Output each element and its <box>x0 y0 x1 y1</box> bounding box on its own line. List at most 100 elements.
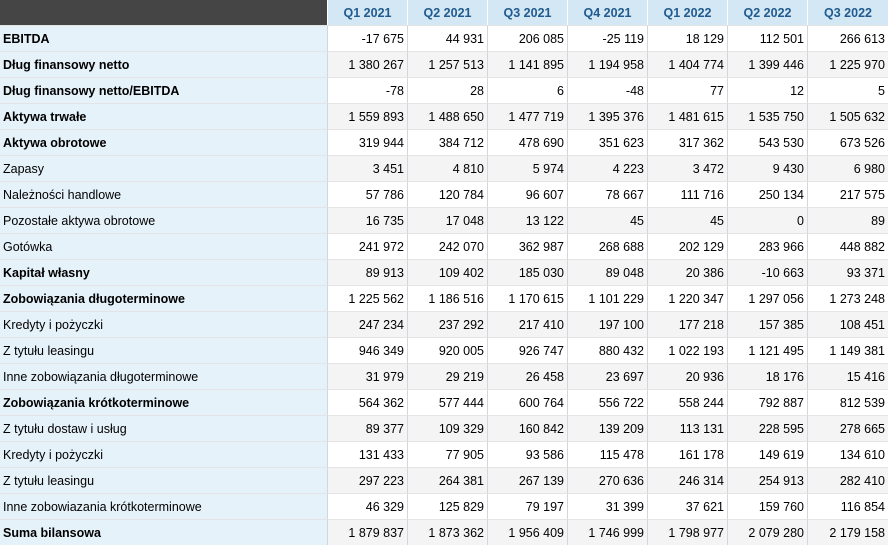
table-cell: 266 613 <box>807 25 888 51</box>
table-cell: 23 697 <box>567 363 647 389</box>
table-cell: 12 <box>727 77 807 103</box>
row-label: Z tytułu leasingu <box>0 467 327 493</box>
table-cell: 202 129 <box>647 233 727 259</box>
table-row: EBITDA -17 675 44 931 206 085 -25 119 18 129 1… <box>0 25 888 51</box>
table-cell: 45 <box>567 207 647 233</box>
table-cell: 96 607 <box>487 181 567 207</box>
table-cell: 139 209 <box>567 415 647 441</box>
table-cell: 1 022 193 <box>647 337 727 363</box>
table-cell: 89 913 <box>327 259 407 285</box>
table-row: Zobowiązania krótkoterminowe 564 362 577 4… <box>0 389 888 415</box>
table-cell: 20 386 <box>647 259 727 285</box>
table-cell: 543 530 <box>727 129 807 155</box>
table-cell: 1 395 376 <box>567 103 647 129</box>
table-cell: 89 <box>807 207 888 233</box>
table-cell: 109 329 <box>407 415 487 441</box>
table-row: Należności handlowe 57 786 120 784 96 607 78… <box>0 181 888 207</box>
row-label: Inne zobowiązania długoterminowe <box>0 363 327 389</box>
table-cell: 45 <box>647 207 727 233</box>
table-cell: 1 257 513 <box>407 51 487 77</box>
table-cell: 1 121 495 <box>727 337 807 363</box>
column-header[interactable]: Q2 2022 <box>727 0 807 25</box>
table-cell: 812 539 <box>807 389 888 415</box>
table-cell: 3 451 <box>327 155 407 181</box>
table-cell: 1 273 248 <box>807 285 888 311</box>
row-label: Kredyty i pożyczki <box>0 441 327 467</box>
table-cell: 246 314 <box>647 467 727 493</box>
row-label: Z tytułu leasingu <box>0 337 327 363</box>
table-cell: 267 139 <box>487 467 567 493</box>
table-cell: 31 979 <box>327 363 407 389</box>
table-cell: 125 829 <box>407 493 487 519</box>
row-label: Kredyty i pożyczki <box>0 311 327 337</box>
header-row: Q1 2021 Q2 2021 Q3 2021 Q4 2021 Q1 2022 Q2 20… <box>0 0 888 25</box>
table-cell: 1 101 229 <box>567 285 647 311</box>
table-cell: 6 <box>487 77 567 103</box>
row-label: Zapasy <box>0 155 327 181</box>
table-cell: 1 141 895 <box>487 51 567 77</box>
row-label: Dług finansowy netto/EBITDA <box>0 77 327 103</box>
row-label: Inne zobowiazania krótkoterminowe <box>0 493 327 519</box>
table-cell: 250 134 <box>727 181 807 207</box>
table-cell: 89 048 <box>567 259 647 285</box>
row-label: Pozostałe aktywa obrotowe <box>0 207 327 233</box>
table-cell: 37 621 <box>647 493 727 519</box>
column-header[interactable]: Q3 2022 <box>807 0 888 25</box>
table-cell: 1 746 999 <box>567 519 647 545</box>
table-cell: 1 535 750 <box>727 103 807 129</box>
table-cell: 1 488 650 <box>407 103 487 129</box>
column-header[interactable]: Q2 2021 <box>407 0 487 25</box>
table-cell: 149 619 <box>727 441 807 467</box>
table-cell: 57 786 <box>327 181 407 207</box>
table-cell: 3 472 <box>647 155 727 181</box>
table-row: Inne zobowiazania krótkoterminowe 46 329 1… <box>0 493 888 519</box>
table-cell: 297 223 <box>327 467 407 493</box>
table-cell: 15 416 <box>807 363 888 389</box>
table-cell: 120 784 <box>407 181 487 207</box>
row-label: Zobowiązania długoterminowe <box>0 285 327 311</box>
table-cell: 268 688 <box>567 233 647 259</box>
table-cell: 792 887 <box>727 389 807 415</box>
table-cell: 1 481 615 <box>647 103 727 129</box>
table-cell: 26 458 <box>487 363 567 389</box>
table-cell: 478 690 <box>487 129 567 155</box>
table-cell: 1 404 774 <box>647 51 727 77</box>
table-cell: 197 100 <box>567 311 647 337</box>
table-cell: 93 586 <box>487 441 567 467</box>
table-cell: 1 186 516 <box>407 285 487 311</box>
table-cell: 564 362 <box>327 389 407 415</box>
column-header[interactable]: Q4 2021 <box>567 0 647 25</box>
table-cell: 159 760 <box>727 493 807 519</box>
header-corner <box>0 0 327 25</box>
table-cell: 2 179 158 <box>807 519 888 545</box>
table-cell: 558 244 <box>647 389 727 415</box>
table-row: Z tytułu leasingu 946 349 920 005 926 747 88… <box>0 337 888 363</box>
table-cell: -25 119 <box>567 25 647 51</box>
table-cell: 362 987 <box>487 233 567 259</box>
table-cell: 0 <box>727 207 807 233</box>
table-body: EBITDA -17 675 44 931 206 085 -25 119 18 129 1… <box>0 25 888 545</box>
table-row: Zapasy 3 451 4 810 5 974 4 223 3 472 9 430 6 98… <box>0 155 888 181</box>
column-header[interactable]: Q1 2021 <box>327 0 407 25</box>
table-cell: 556 722 <box>567 389 647 415</box>
table-cell: 111 716 <box>647 181 727 207</box>
row-label: Suma bilansowa <box>0 519 327 545</box>
table-cell: 113 131 <box>647 415 727 441</box>
table-cell: 108 451 <box>807 311 888 337</box>
table-cell: 319 944 <box>327 129 407 155</box>
table-row: Z tytułu leasingu 297 223 264 381 267 139 27… <box>0 467 888 493</box>
table-cell: 1 399 446 <box>727 51 807 77</box>
column-header[interactable]: Q1 2022 <box>647 0 727 25</box>
table-cell: 1 798 977 <box>647 519 727 545</box>
column-header[interactable]: Q3 2021 <box>487 0 567 25</box>
table-cell: 89 377 <box>327 415 407 441</box>
table-cell: 44 931 <box>407 25 487 51</box>
table-cell: 1 477 719 <box>487 103 567 129</box>
table-cell: 79 197 <box>487 493 567 519</box>
table-cell: 2 079 280 <box>727 519 807 545</box>
table-cell: 278 665 <box>807 415 888 441</box>
table-cell: 5 974 <box>487 155 567 181</box>
table-cell: -78 <box>327 77 407 103</box>
table-cell: 46 329 <box>327 493 407 519</box>
